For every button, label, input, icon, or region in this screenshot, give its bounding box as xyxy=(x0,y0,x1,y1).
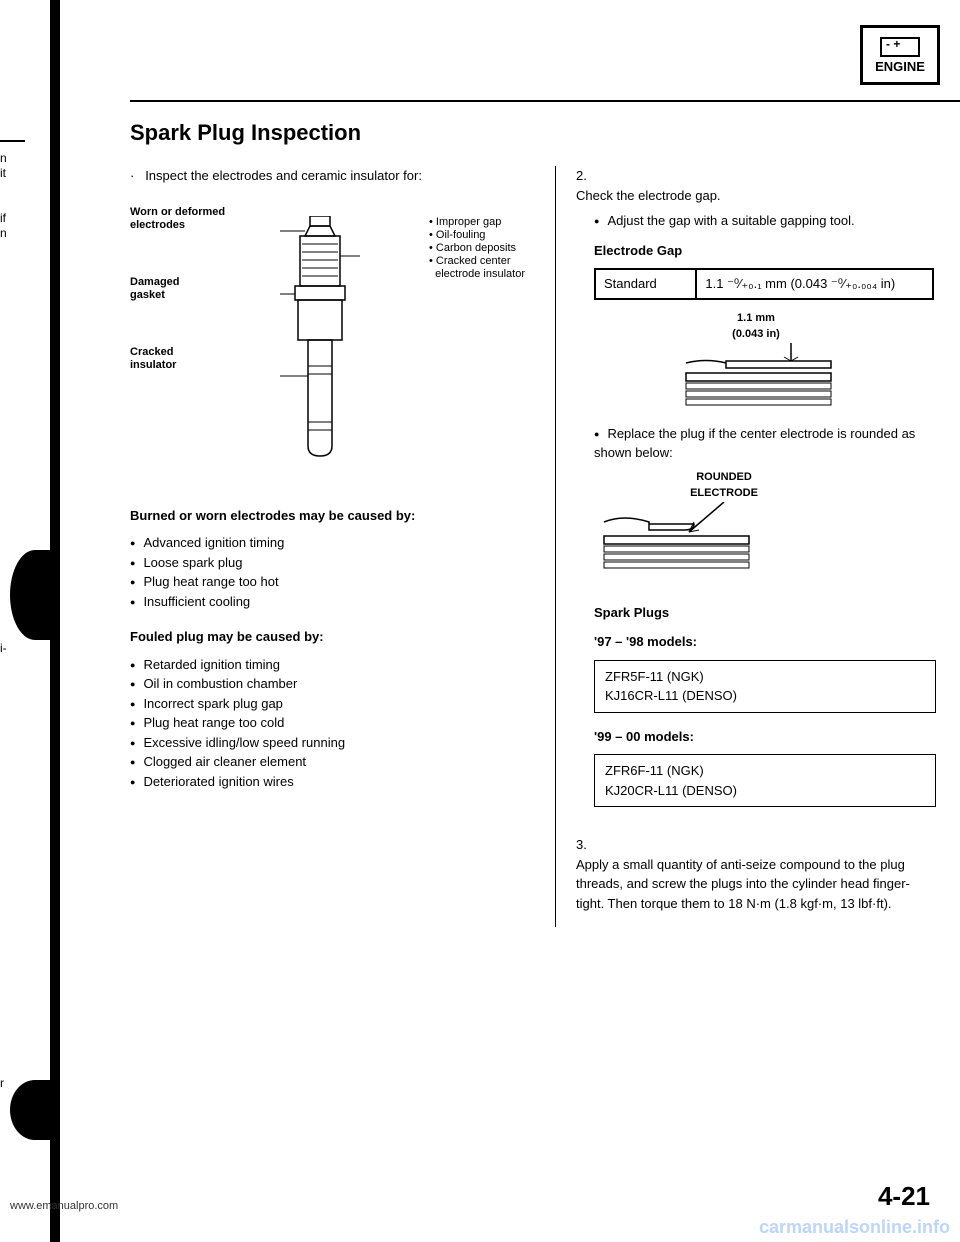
spark-plug-icon xyxy=(280,216,360,476)
rounded-label: ROUNDED ELECTRODE xyxy=(674,469,774,502)
footer-url: www.emanualpro.com xyxy=(10,1200,118,1212)
spark-plugs-heading: Spark Plugs xyxy=(594,603,936,623)
step-number: 3. xyxy=(576,835,594,855)
burned-list: Advanced ignition timing Loose spark plu… xyxy=(130,533,525,611)
diagram-label-defects: • Improper gap • Oil-fouling • Carbon de… xyxy=(429,216,525,282)
list-item: Advanced ignition timing xyxy=(130,533,525,553)
electrode-gap-icon xyxy=(676,343,836,413)
page: ENGINE Spark Plug Inspection · Inspect t… xyxy=(60,0,960,1242)
rounded-electrode-diagram: ROUNDED ELECTRODE xyxy=(594,469,774,589)
table-row: Standard 1.1 ⁻⁰⁄₊₀.₁ mm (0.043 ⁻⁰⁄₊₀.₀₀₄… xyxy=(595,269,933,299)
list-item: Oil in combustion chamber xyxy=(130,674,525,694)
step-sub-bullet: Adjust the gap with a suitable gapping t… xyxy=(594,211,936,231)
step-2: 2. Check the electrode gap. Adjust the g… xyxy=(576,166,950,821)
plugs-99-box: ZFR6F-11 (NGK) KJ20CR-L11 (DENSO) xyxy=(594,754,936,807)
electrode-gap-heading: Electrode Gap xyxy=(594,241,936,261)
diagram-label-worn: Worn or deformed electrodes xyxy=(130,206,225,232)
marginal-text: it xyxy=(0,165,6,182)
models-97-label: '97 – '98 models: xyxy=(594,632,936,652)
diagram-label-cracked: Cracked insulator xyxy=(130,346,176,372)
spec-table: Standard 1.1 ⁻⁰⁄₊₀.₁ mm (0.043 ⁻⁰⁄₊₀.₀₀₄… xyxy=(594,268,934,300)
binder-ring-icon xyxy=(10,1080,60,1140)
left-rule xyxy=(0,140,25,142)
fouled-list: Retarded ignition timing Oil in combusti… xyxy=(130,655,525,792)
step-number: 2. xyxy=(576,166,594,186)
diagram-label-damaged: Damaged gasket xyxy=(130,276,180,302)
badge-label: ENGINE xyxy=(875,59,925,74)
marginal-text: n xyxy=(0,225,7,242)
horizontal-rule xyxy=(130,100,960,102)
models-99-label: '99 – 00 models: xyxy=(594,727,936,747)
list-item: Excessive idling/low speed running xyxy=(130,733,525,753)
gap-dimension: 1.1 mm (0.043 in) xyxy=(666,310,846,343)
spec-label: Standard xyxy=(595,269,696,299)
rounded-electrode-icon xyxy=(594,502,774,582)
page-title: Spark Plug Inspection xyxy=(130,120,950,146)
step-3: 3. Apply a small quantity of anti-seize … xyxy=(576,835,950,913)
left-column: · Inspect the electrodes and ceramic ins… xyxy=(130,166,525,927)
spark-plug-diagram: Worn or deformed electrodes Damaged gask… xyxy=(130,196,525,476)
step-text: Apply a small quantity of anti-seize com… xyxy=(576,855,936,914)
page-number: 4-21 xyxy=(878,1181,930,1212)
list-item: Retarded ignition timing xyxy=(130,655,525,675)
gap-diagram: 1.1 mm (0.043 in) xyxy=(666,310,846,410)
marginal-text: i- xyxy=(0,640,7,657)
list-item: Loose spark plug xyxy=(130,553,525,573)
burned-heading: Burned or worn electrodes may be caused … xyxy=(130,506,525,526)
plugs-97-box: ZFR5F-11 (NGK) KJ16CR-L11 (DENSO) xyxy=(594,660,936,713)
bullet-icon: · xyxy=(130,168,134,183)
fouled-heading: Fouled plug may be caused by: xyxy=(130,627,525,647)
binder-ring-icon xyxy=(10,550,60,640)
intro-text: Inspect the electrodes and ceramic insul… xyxy=(145,168,422,183)
list-item: Clogged air cleaner element xyxy=(130,752,525,772)
content-area: Spark Plug Inspection · Inspect the elec… xyxy=(130,120,950,927)
list-item: Deteriorated ignition wires xyxy=(130,772,525,792)
list-item: Plug heat range too cold xyxy=(130,713,525,733)
marginal-text: r xyxy=(0,1075,4,1092)
engine-badge: ENGINE xyxy=(860,25,940,85)
list-item: Incorrect spark plug gap xyxy=(130,694,525,714)
right-column: 2. Check the electrode gap. Adjust the g… xyxy=(555,166,950,927)
spec-value: 1.1 ⁻⁰⁄₊₀.₁ mm (0.043 ⁻⁰⁄₊₀.₀₀₄ in) xyxy=(696,269,933,299)
watermark: carmanualsonline.info xyxy=(759,1217,950,1238)
replace-note: Replace the plug if the center electrode… xyxy=(594,424,936,463)
step-text: Check the electrode gap. xyxy=(576,188,721,203)
list-item: Plug heat range too hot xyxy=(130,572,525,592)
battery-icon xyxy=(880,37,920,57)
list-item: Insufficient cooling xyxy=(130,592,525,612)
